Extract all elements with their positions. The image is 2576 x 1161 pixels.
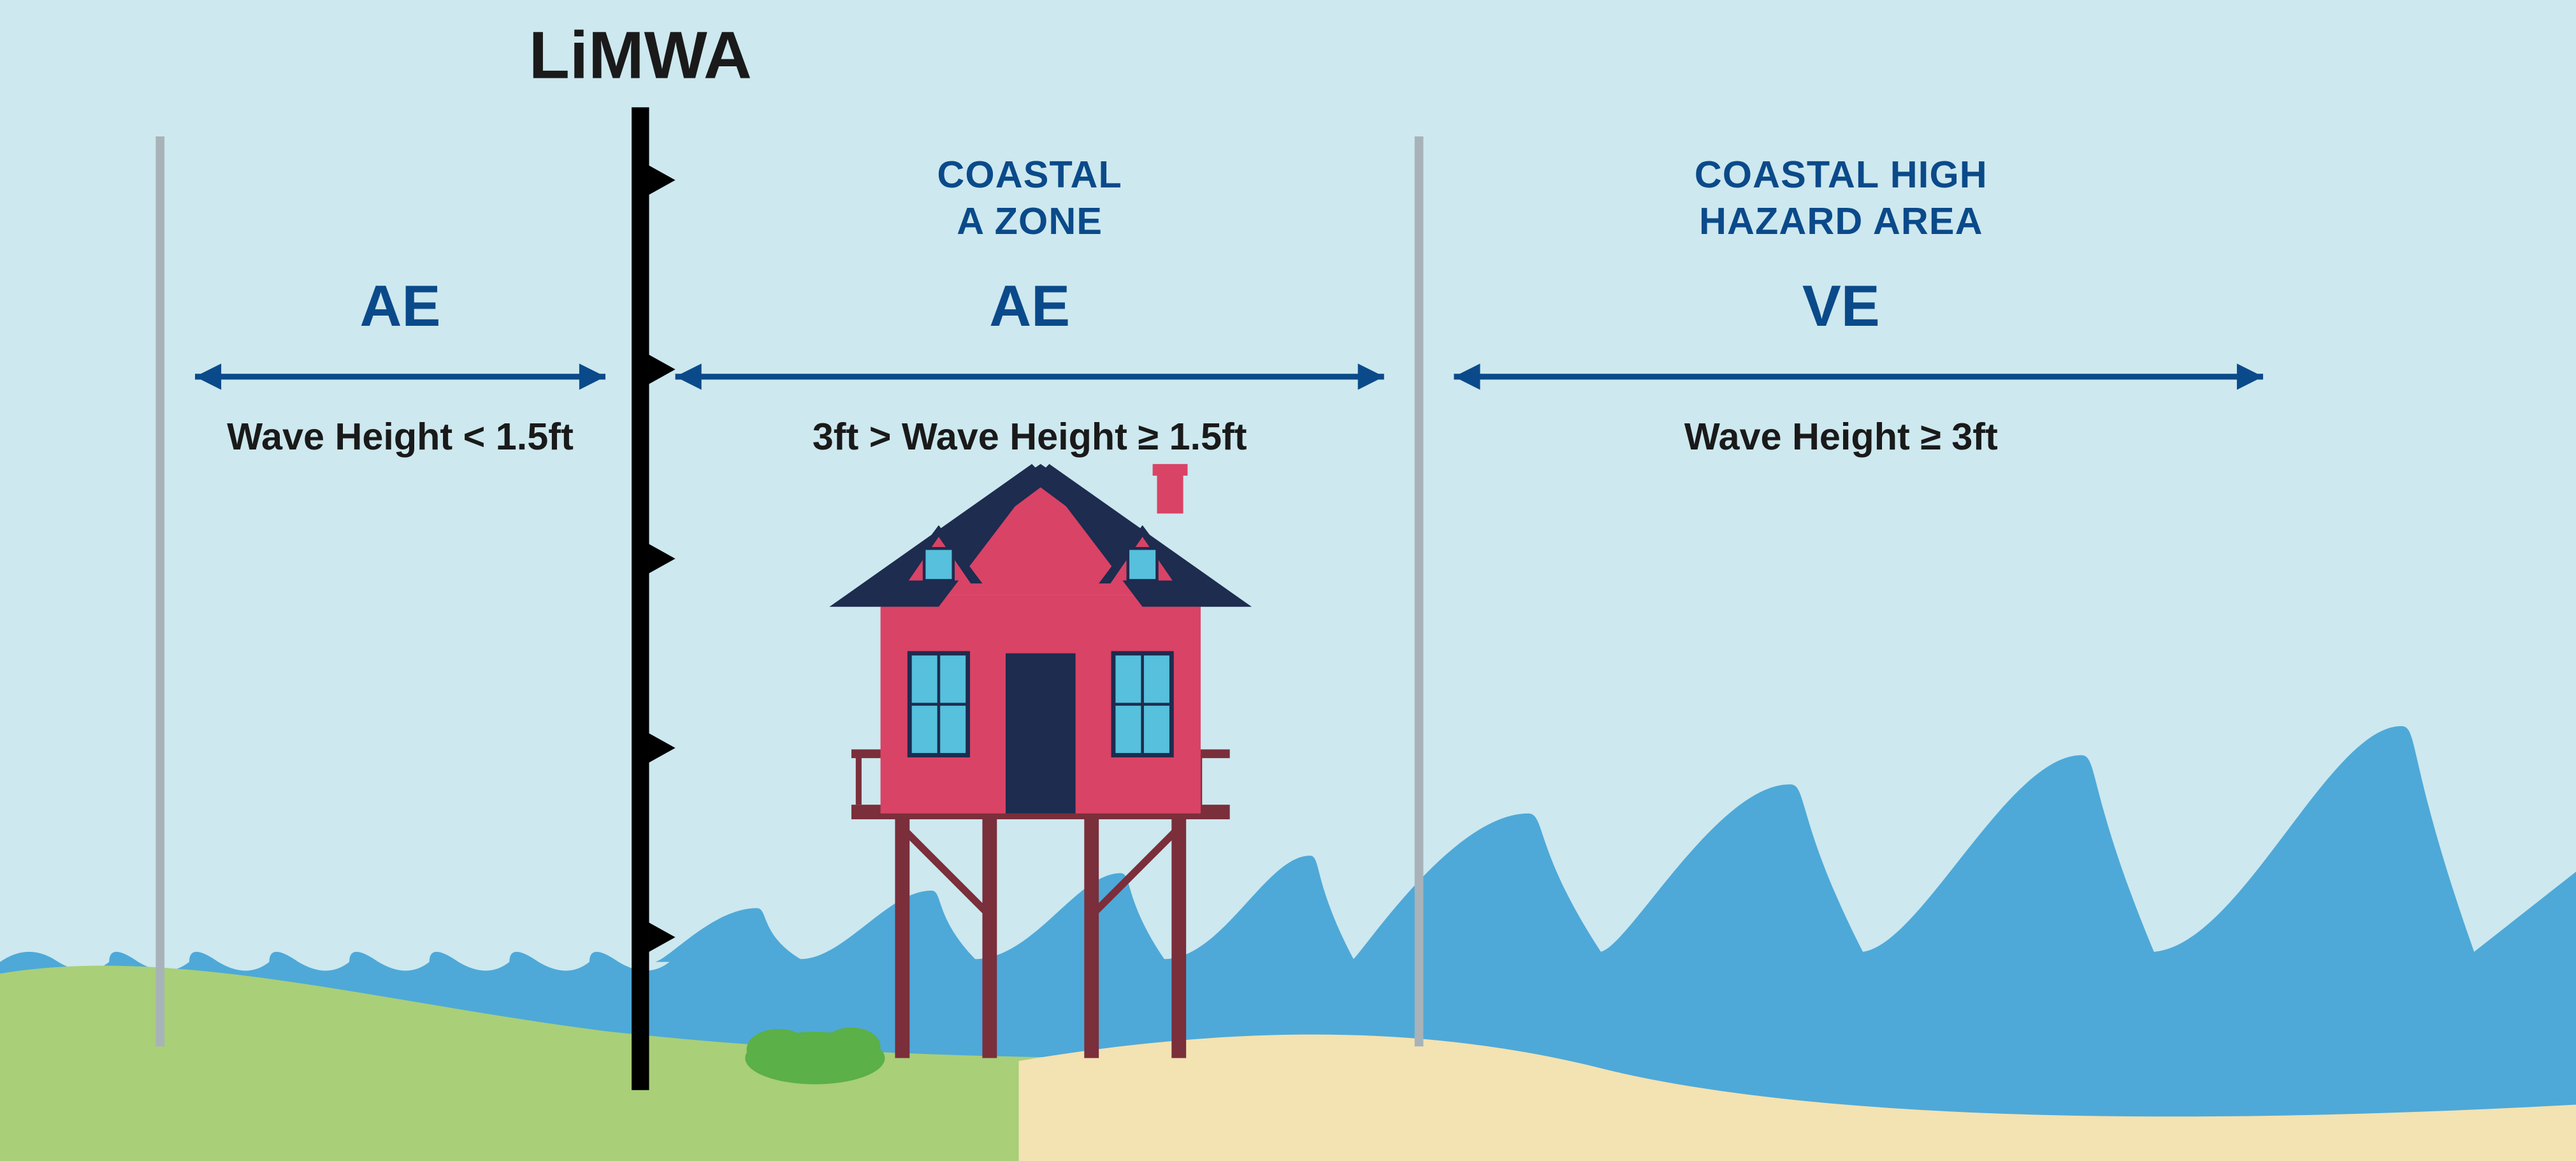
zone-coastal-a-title-1: A ZONE [957, 200, 1103, 242]
zone-ve-title-1: HAZARD AREA [1699, 200, 1983, 242]
zone-coastal-a-title-0: COASTAL [937, 153, 1122, 196]
scene-svg: LiMWA AE Wave Height < 1.5ft COASTALA ZONE A… [0, 0, 2576, 1161]
limwa-label: LiMWA [529, 18, 752, 93]
divider-left [156, 136, 164, 1046]
zone-coastal-a-code: AE [989, 274, 1070, 339]
zone-ve-title-0: COASTAL HIGH [1695, 153, 1988, 196]
zone-ae-inland-detail: Wave Height < 1.5ft [227, 415, 574, 458]
limwa-pole [632, 107, 649, 1090]
flood-zone-infographic: LiMWA AE Wave Height < 1.5ft COASTALA ZONE A… [0, 0, 2576, 1161]
zone-coastal-a-detail: 3ft > Wave Height ≥ 1.5ft [813, 415, 1247, 458]
divider-right [1415, 136, 1424, 1046]
zone-ve-code: VE [1802, 274, 1880, 339]
zone-ve-detail: Wave Height ≥ 3ft [1684, 415, 1998, 458]
zone-ae-inland-code: AE [360, 274, 441, 339]
